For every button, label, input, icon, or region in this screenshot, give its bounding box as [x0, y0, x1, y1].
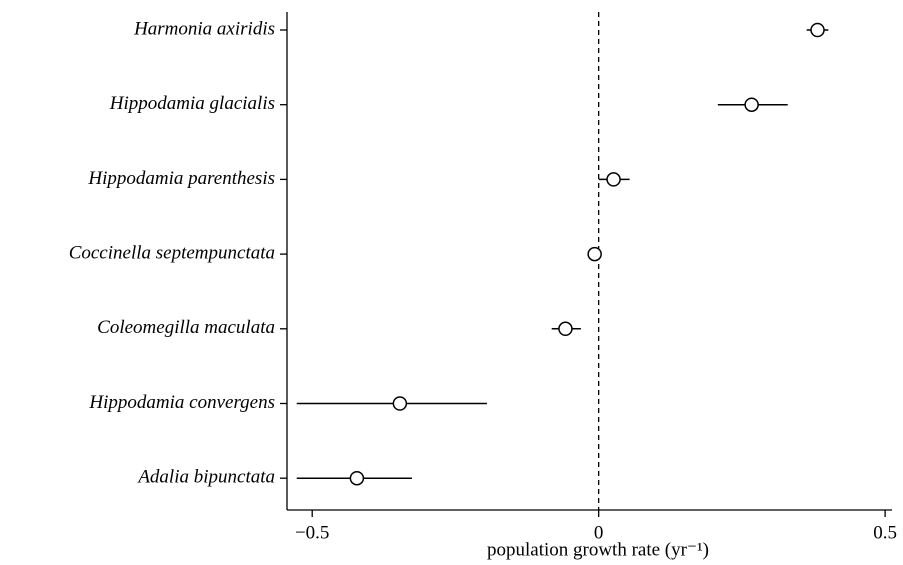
point [587, 246, 602, 262]
y-tick-label: Hippodamia convergens [88, 392, 275, 413]
point [392, 396, 408, 411]
y-tick-label: Coccinella septempunctata [69, 242, 275, 263]
point [558, 321, 573, 337]
x-tick-label: 0.5 [873, 522, 897, 543]
x-tick-label: −0.5 [295, 522, 329, 543]
point [810, 22, 825, 38]
y-tick-label: Hippodamia glacialis [109, 93, 275, 114]
point [606, 172, 621, 187]
point [349, 470, 365, 486]
x-tick-label: 0 [594, 522, 604, 543]
y-tick-label: Adalia bipunctata [136, 467, 275, 488]
point [744, 97, 759, 112]
y-tick-label: Hippodamia parenthesis [87, 168, 275, 189]
y-tick-label: Coleomegilla maculata [97, 317, 275, 338]
x-axis-label: population growth rate (yr⁻¹) [487, 539, 709, 560]
y-tick-label: Harmonia axiridis [133, 18, 275, 39]
